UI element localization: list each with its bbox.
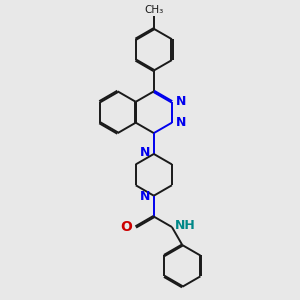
Text: N: N [176,116,186,129]
Text: CH₃: CH₃ [144,4,164,15]
Text: N: N [140,146,151,159]
Text: N: N [140,190,151,203]
Text: NH: NH [174,219,195,232]
Text: O: O [121,220,133,234]
Text: N: N [176,95,186,108]
